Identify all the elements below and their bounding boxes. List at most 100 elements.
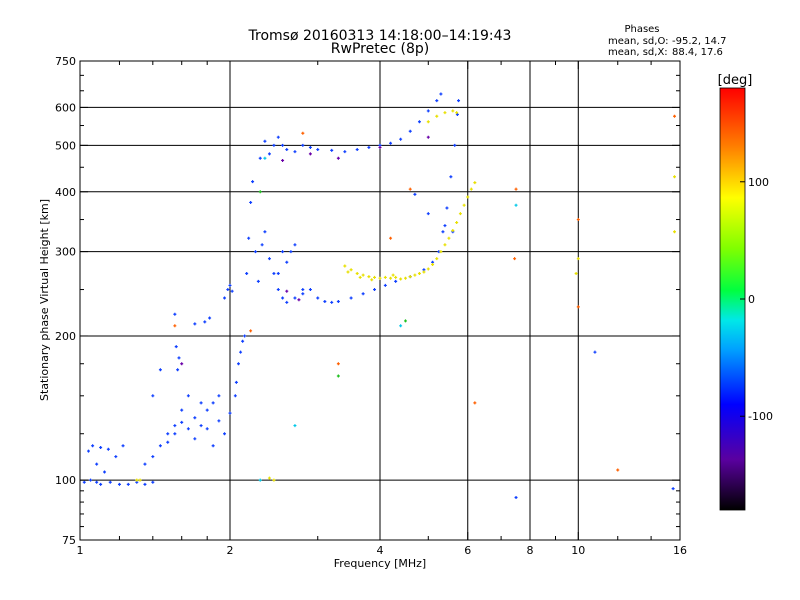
data-point [330,300,334,304]
data-point [514,496,518,499]
data-point [349,268,353,272]
phases-title: Phases [624,24,659,35]
data-point [251,180,255,184]
data-point [426,120,430,124]
data-point [383,283,387,287]
data-point [399,137,403,141]
data-points [82,92,677,499]
data-point [394,279,398,283]
data-point [228,283,232,287]
data-point [462,203,466,207]
data-point [367,145,371,149]
data-point [208,316,212,320]
data-point [243,334,247,338]
phase-stats-x-value: 88.4, 17.6 [672,47,723,58]
colorbar-tick-label: 100 [748,176,769,189]
data-point [367,275,371,279]
data-point [301,292,305,296]
data-point [473,181,477,185]
data-point [180,420,184,424]
series-cyan [258,156,518,482]
data-point [211,401,215,405]
data-point [126,482,130,486]
chart-subtitle: RwPretec (8p) [331,41,429,57]
x-tick-label: 10 [571,544,585,557]
data-point [173,312,177,316]
data-point [413,192,417,196]
data-point [383,275,387,279]
data-point [671,487,675,491]
data-point [451,229,455,233]
data-point [349,296,353,300]
data-point [408,187,412,191]
y-tick-label: 100 [55,474,76,487]
data-point [180,362,184,366]
data-point [276,288,280,292]
chart-title: Tromsø 20160313 14:18:00–14:19:43 [248,28,512,44]
data-point [236,362,240,366]
colorbar-label: [deg] [718,73,753,88]
data-point [426,212,430,216]
data-point [267,257,271,261]
data-point [166,440,170,444]
data-point [228,411,232,415]
data-point [193,416,197,420]
data-point [355,148,359,152]
data-point [103,470,107,474]
data-point [205,408,209,412]
data-point [399,324,403,328]
data-point [173,432,177,436]
data-point [403,319,407,323]
data-point [455,221,459,225]
data-point [174,345,178,349]
y-tick-label: 400 [55,186,76,199]
data-point [336,156,340,160]
grid-lines [80,61,680,540]
data-point [95,480,99,484]
data-point [370,278,374,282]
data-point [151,455,155,459]
data-point [308,145,312,149]
data-point [158,444,162,448]
data-point [422,270,426,274]
data-point [166,432,170,436]
data-point [451,109,455,113]
data-point [308,288,312,292]
data-point [336,362,340,366]
data-point [673,114,677,118]
data-point [186,427,190,431]
y-tick-label: 75 [62,534,76,547]
y-axis: 75 100 200 300 400 500 600 750 [55,55,680,547]
data-point [138,478,142,482]
data-point [576,305,580,309]
data-point [403,276,407,280]
data-point [343,264,347,268]
phase-stats-o-label: mean, sd,O: [608,36,669,47]
data-point [263,230,267,234]
data-point [205,427,209,431]
data-point [426,267,430,271]
data-point [234,380,238,384]
x-axis: 1 2 4 6 8 10 16 [77,61,687,557]
data-point [293,150,297,154]
colorbar-tick-label: -100 [748,410,773,423]
data-point [230,289,234,293]
data-point [408,129,412,133]
data-point [186,394,190,398]
data-point [158,368,162,372]
data-point [469,187,473,191]
y-axis-label: Stationary phase Virtual Height [km] [38,199,51,401]
data-point [336,374,340,378]
data-point [435,114,439,118]
data-point [449,175,453,179]
data-point [466,195,470,199]
data-point [293,243,297,247]
x-tick-label: 6 [464,544,471,557]
data-point [217,419,221,423]
data-point [281,250,285,254]
data-point [389,141,393,145]
data-point [417,272,421,276]
y-tick-label: 600 [55,101,76,114]
data-point [514,187,518,191]
